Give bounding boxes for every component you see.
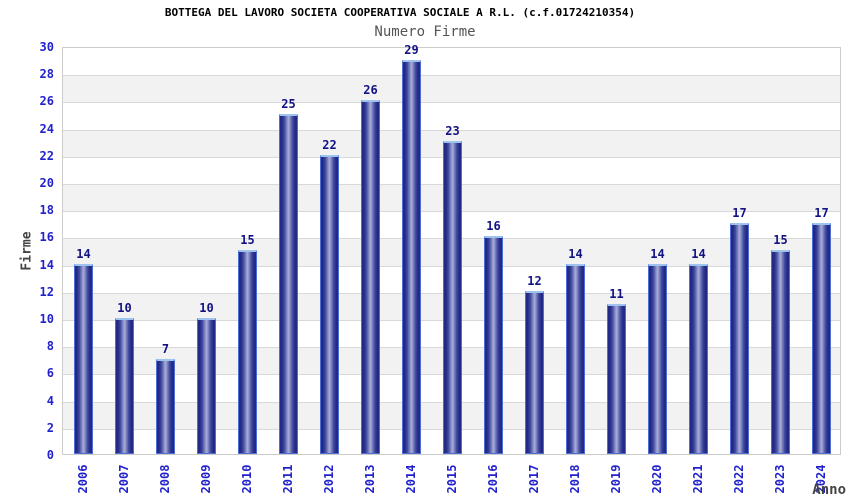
- y-tick-label: 24: [39, 121, 54, 136]
- x-tick-label: 2010: [239, 464, 254, 494]
- x-tick-label: 2012: [321, 464, 336, 494]
- y-tick-label: 10: [39, 312, 54, 326]
- bar-value-label: 10: [199, 301, 214, 315]
- x-tick-label: 2006: [75, 464, 90, 494]
- y-tick-label: 12: [39, 284, 54, 299]
- chart-subtitle: Numero Firme: [374, 24, 476, 40]
- bar-2017: [525, 290, 544, 454]
- bar-2024: [812, 222, 831, 454]
- y-tick-label: 2: [46, 420, 54, 435]
- bar-2006: [74, 263, 93, 454]
- x-axis-title: Anno: [812, 482, 846, 498]
- gridline: [63, 75, 840, 77]
- bar-value-label: 17: [732, 205, 747, 220]
- y-tick-label: 14: [39, 257, 54, 272]
- x-tick-label: 2015: [444, 464, 459, 494]
- bar-2019: [607, 304, 626, 454]
- x-tick-label: 2020: [649, 464, 664, 494]
- bar-2018: [566, 263, 585, 454]
- bar-value-label: 25: [281, 97, 296, 111]
- x-tick-label: 2023: [772, 464, 787, 494]
- bar-value-label: 11: [609, 287, 624, 302]
- plot-band: [63, 75, 840, 103]
- bar-2010: [238, 250, 257, 454]
- y-tick-label: 26: [39, 94, 54, 109]
- x-tick-label: 2008: [157, 464, 172, 494]
- x-tick-label: 2017: [526, 464, 541, 494]
- bar-value-label: 14: [691, 246, 706, 261]
- x-tick-label: 2021: [690, 464, 705, 494]
- chart-title: BOTTEGA DEL LAVORO SOCIETA COOPERATIVA S…: [164, 6, 636, 19]
- y-axis-title: Firme: [19, 231, 35, 271]
- bar-value-label: 16: [486, 219, 501, 234]
- x-tick-label: 2016: [485, 464, 500, 494]
- x-tick-label: 2011: [280, 464, 295, 494]
- y-tick-label: 28: [39, 67, 54, 82]
- bar-value-label: 23: [445, 124, 460, 139]
- y-tick-label: 18: [39, 203, 54, 218]
- bar-2011: [279, 114, 298, 454]
- bar-2008: [156, 358, 175, 454]
- bar-2020: [648, 263, 667, 454]
- y-tick-label: 22: [39, 148, 54, 163]
- bar-2022: [730, 222, 749, 454]
- bar-value-label: 15: [773, 233, 788, 247]
- bar-2014: [402, 59, 421, 454]
- y-tick-label: 8: [46, 339, 54, 354]
- bar-2016: [484, 236, 503, 454]
- bar-2007: [115, 318, 134, 454]
- y-tick-label: 6: [46, 366, 54, 381]
- x-tick-label: 2019: [608, 464, 623, 494]
- y-tick-label: 20: [39, 176, 54, 190]
- bar-value-label: 17: [814, 205, 829, 220]
- y-tick-label: 0: [46, 448, 54, 462]
- bar-value-label: 14: [650, 246, 665, 261]
- plot-area: 14 10 7 10 15 25 22 26 29 23 16 12 14 11 14 14 17 15 17: [62, 43, 841, 455]
- bar-value-label: 14: [568, 246, 583, 261]
- bar-2021: [689, 263, 708, 454]
- bar-2015: [443, 141, 462, 454]
- bar-value-label: 7: [161, 341, 170, 356]
- bar-value-label: 22: [322, 137, 337, 152]
- bar-2012: [320, 154, 339, 454]
- bar-2013: [361, 100, 380, 454]
- gridline: [63, 129, 840, 131]
- bar-2023: [771, 250, 790, 454]
- bar-value-label: 29: [404, 42, 419, 57]
- bar-value-label: 15: [240, 233, 255, 247]
- y-tick-label: 4: [46, 393, 54, 408]
- x-tick-label: 2009: [198, 464, 213, 494]
- y-tick-label: 30: [39, 40, 54, 54]
- x-tick-label: 2013: [362, 464, 377, 494]
- bar-value-label: 26: [363, 83, 378, 98]
- gridline: [63, 102, 840, 104]
- bar-value-label: 14: [76, 246, 91, 261]
- y-tick-label: 16: [39, 230, 54, 245]
- x-tick-label: 2007: [116, 464, 131, 494]
- x-tick-label: 2018: [567, 464, 582, 494]
- bar-value-label: 10: [117, 301, 132, 315]
- x-tick-label: 2022: [731, 464, 746, 494]
- bar-2009: [197, 318, 216, 454]
- x-tick-label: 2014: [403, 464, 418, 494]
- bar-value-label: 12: [527, 273, 542, 288]
